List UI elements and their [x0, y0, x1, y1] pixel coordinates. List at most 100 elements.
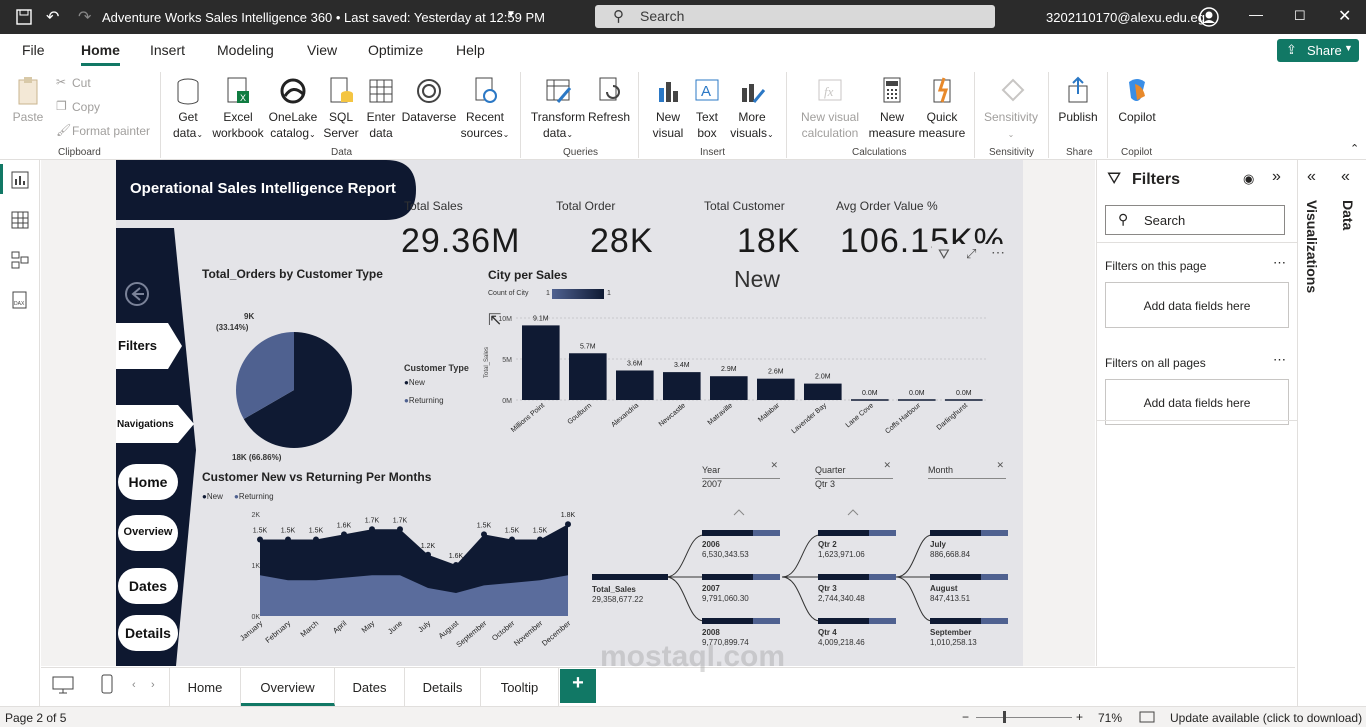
cut-button[interactable]: Cut: [72, 76, 91, 90]
copy-button[interactable]: Copy: [72, 100, 101, 114]
new-visual-button[interactable]: New visual: [648, 76, 688, 141]
table-view-icon[interactable]: [11, 211, 29, 229]
undo-icon[interactable]: ↶: [46, 9, 60, 26]
copilot-button[interactable]: Copilot: [1114, 76, 1160, 125]
clear-icon[interactable]: ✕: [996, 460, 1004, 470]
desktop-view-icon[interactable]: [52, 676, 74, 694]
expand-data-icon[interactable]: «: [1341, 168, 1350, 185]
tree-node-bar[interactable]: [818, 618, 896, 624]
enter-data-button[interactable]: Enter data: [362, 76, 400, 141]
new-visual-calculation-button[interactable]: fx New visual calculation: [794, 76, 866, 141]
zoom-slider[interactable]: [976, 717, 1072, 718]
clear-icon[interactable]: ✕: [770, 460, 778, 470]
zoom-slider-thumb[interactable]: [1003, 711, 1006, 723]
excel-workbook-button[interactable]: X Excel workbook: [210, 76, 266, 141]
save-icon[interactable]: [16, 9, 32, 25]
expand-visualizations-icon[interactable]: «: [1307, 168, 1316, 185]
add-page-button[interactable]: +: [560, 669, 596, 703]
minimize-icon[interactable]: —: [1249, 6, 1263, 22]
zoom-in-icon[interactable]: +: [1076, 710, 1084, 724]
publish-button[interactable]: Publish: [1056, 76, 1100, 125]
more-options-icon[interactable]: ⋯: [991, 244, 1005, 260]
model-view-icon[interactable]: [11, 251, 29, 269]
tree-node-bar[interactable]: [818, 574, 896, 580]
mobile-view-icon[interactable]: [101, 674, 113, 694]
onelake-catalog-button[interactable]: OneLake catalog⌄: [267, 76, 319, 143]
quarter-slicer[interactable]: Quarter ✕: [815, 460, 893, 479]
back-arrow-icon[interactable]: [124, 281, 150, 307]
year-slicer[interactable]: Year ✕: [702, 460, 780, 479]
get-data-button[interactable]: Get data⌄: [166, 76, 210, 143]
fit-to-page-icon[interactable]: [1139, 711, 1155, 723]
avatar[interactable]: [1199, 7, 1219, 27]
tab-file[interactable]: File: [22, 42, 45, 58]
area-chart[interactable]: 0K 1K 2K 1.5K January 1.5K February 1.5K March 1.…: [202, 500, 582, 662]
dates-nav-button[interactable]: Dates: [118, 568, 178, 604]
details-nav-button[interactable]: Details: [118, 615, 178, 651]
year-slicer-value[interactable]: 2007: [702, 479, 723, 489]
more-options-icon[interactable]: ⋯: [1273, 352, 1286, 367]
focus-mode-icon[interactable]: ⤢: [966, 246, 977, 261]
collapse-ribbon-icon[interactable]: ⌃: [1350, 143, 1360, 155]
chevron-down-icon[interactable]: ▼: [506, 9, 516, 20]
sql-server-button[interactable]: SQL Server: [321, 76, 361, 141]
clear-icon[interactable]: ✕: [883, 460, 891, 470]
dax-query-icon[interactable]: DAX: [11, 291, 29, 309]
tab-optimize[interactable]: Optimize: [368, 42, 424, 58]
home-nav-button[interactable]: Home: [118, 464, 178, 500]
redo-icon[interactable]: ↷: [78, 9, 92, 26]
tree-node-bar[interactable]: [930, 530, 1008, 536]
tab-modeling[interactable]: Modeling: [217, 42, 274, 58]
filter-icon[interactable]: ⛛: [938, 246, 950, 262]
tree-node-bar[interactable]: [702, 574, 780, 580]
tab-help[interactable]: Help: [456, 42, 485, 58]
page-tab-details[interactable]: Details: [405, 668, 481, 706]
filters-nav-button[interactable]: Filters: [118, 338, 158, 353]
tree-node-bar[interactable]: [702, 530, 780, 536]
tree-node-bar[interactable]: [930, 574, 1008, 580]
city-bar-chart[interactable]: 0M 5M 10M Total_Sales 9.1M Millions Point 5.7M…: [476, 300, 996, 440]
format-painter-button[interactable]: Format painter: [72, 124, 151, 138]
overview-nav-button[interactable]: Overview: [118, 515, 178, 551]
page-tab-home[interactable]: Home: [169, 668, 241, 706]
tab-view[interactable]: View: [307, 42, 338, 58]
decomposition-tree[interactable]: [586, 505, 1016, 655]
page-tab-overview[interactable]: Overview: [241, 668, 335, 706]
refresh-button[interactable]: Refresh: [588, 76, 630, 125]
collapse-pane-icon[interactable]: »: [1272, 168, 1281, 185]
more-visuals-button[interactable]: More visuals⌄: [727, 76, 777, 143]
add-data-fields-all[interactable]: Add data fields here: [1105, 379, 1289, 425]
visualizations-tab[interactable]: Visualizations: [1304, 200, 1320, 294]
sensitivity-button[interactable]: Sensitivity ⌄: [980, 76, 1042, 143]
tree-node-bar[interactable]: [818, 530, 896, 536]
new-measure-button[interactable]: New measure: [868, 76, 916, 141]
page-tab-dates[interactable]: Dates: [335, 668, 405, 706]
dataverse-button[interactable]: Dataverse: [401, 76, 457, 125]
update-available-link[interactable]: Update available (click to download): [1170, 711, 1363, 725]
eye-icon[interactable]: ◉: [1243, 171, 1255, 186]
quick-measure-button[interactable]: Quick measure: [918, 76, 966, 141]
report-view-icon[interactable]: [11, 171, 29, 189]
month-slicer[interactable]: Month ✕: [928, 460, 1006, 479]
recent-sources-button[interactable]: Recent sources⌄: [459, 76, 511, 143]
add-data-fields-page[interactable]: Add data fields here: [1105, 282, 1289, 328]
close-icon[interactable]: ✕: [1338, 8, 1352, 25]
more-options-icon[interactable]: ⋯: [1273, 255, 1286, 270]
data-tab[interactable]: Data: [1340, 200, 1356, 231]
prev-page-icon[interactable]: ‹: [132, 679, 136, 691]
tab-home[interactable]: Home: [81, 42, 120, 66]
tab-insert[interactable]: Insert: [150, 42, 186, 58]
zoom-out-icon[interactable]: −: [962, 710, 970, 724]
text-box-button[interactable]: A Text box: [688, 76, 726, 141]
quarter-slicer-value[interactable]: Qtr 3: [815, 479, 836, 489]
maximize-icon[interactable]: ☐: [1294, 8, 1306, 23]
tree-node-bar[interactable]: [930, 618, 1008, 624]
next-page-icon[interactable]: ›: [151, 679, 155, 691]
search-input[interactable]: ⚲ Search: [595, 5, 995, 28]
tree-node-bar[interactable]: [702, 618, 780, 624]
transform-data-button[interactable]: Transform data⌄: [530, 76, 586, 143]
paste-button[interactable]: Paste: [10, 76, 46, 125]
filters-search-input[interactable]: ⚲ Search: [1105, 205, 1285, 235]
page-tab-tooltip[interactable]: Tooltip: [481, 668, 559, 706]
share-button[interactable]: ⇪ Share ▼: [1277, 39, 1359, 62]
